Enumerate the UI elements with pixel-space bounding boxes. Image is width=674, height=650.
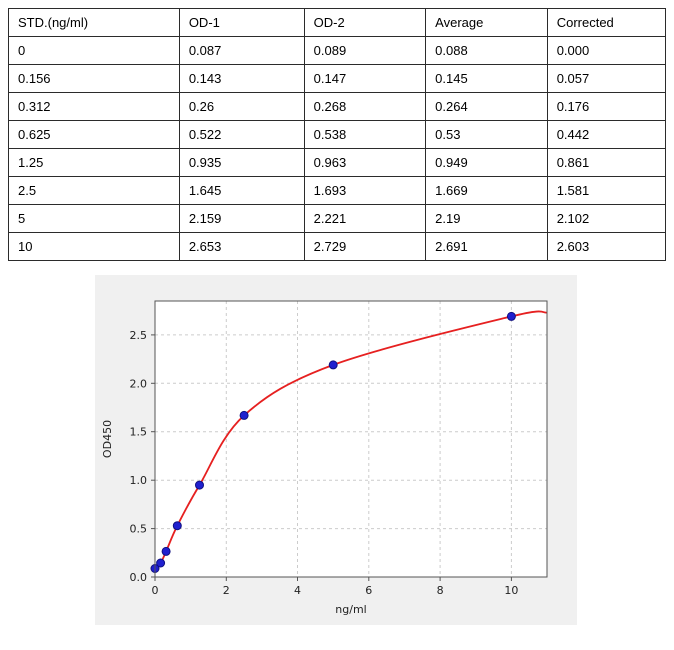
data-point (172, 521, 182, 531)
x-tick-label: 0 (152, 584, 159, 597)
table-cell: 10 (8, 232, 180, 261)
table-cell: 0.522 (178, 120, 305, 149)
table-cell: 2.729 (303, 232, 427, 261)
data-point (328, 360, 338, 370)
table-cell: 0.53 (425, 120, 548, 149)
table-cell: 2.19 (425, 204, 548, 233)
y-tick-label: 1.5 (130, 426, 148, 439)
table-cell: 0.935 (178, 148, 305, 177)
table-row: 5 2.159 2.221 2.19 2.102 (8, 204, 667, 233)
x-tick-label: 6 (365, 584, 372, 597)
y-tick-label: 0.0 (130, 571, 148, 584)
column-header: STD.(ng/ml) (8, 8, 180, 37)
column-header: Average (425, 8, 548, 37)
standard-curve-chart: 0 2 4 6 8 10 0.0 0.5 1.0 1.5 2.0 2.5 ng/ml OD450 (101, 300, 548, 616)
table-cell: 0.176 (546, 92, 667, 121)
table-cell: 1.581 (546, 176, 667, 205)
table-cell: 0.000 (546, 36, 667, 65)
table-cell: 0.088 (425, 36, 548, 65)
table-cell: 5 (8, 204, 180, 233)
y-tick-label: 2.0 (130, 377, 148, 390)
table-cell: 2.159 (178, 204, 305, 233)
table-cell: 0.145 (425, 64, 548, 93)
data-point (239, 410, 249, 420)
table-cell: 0.861 (546, 148, 667, 177)
table-cell: 2.603 (546, 232, 667, 261)
data-point (156, 558, 166, 568)
table-header-row: STD.(ng/ml) OD-1 OD-2 Average Corrected (8, 8, 667, 37)
data-point (161, 546, 171, 556)
table-row: 2.5 1.645 1.693 1.669 1.581 (8, 176, 667, 205)
x-tick-label: 4 (294, 584, 301, 597)
standard-curve-figure: 0 2 4 6 8 10 0.0 0.5 1.0 1.5 2.0 2.5 ng/ml OD450 (95, 275, 577, 625)
table-cell: 0.089 (303, 36, 427, 65)
x-axis-label: ng/ml (335, 603, 366, 616)
column-header: OD-1 (178, 8, 305, 37)
column-header: Corrected (546, 8, 667, 37)
y-tick-label: 0.5 (130, 523, 148, 536)
table-row: 10 2.653 2.729 2.691 2.603 (8, 232, 667, 261)
standard-data-table: STD.(ng/ml) OD-1 OD-2 Average Corrected 0 0.0… (8, 8, 667, 261)
table-row-header: STD.(ng/ml) OD-1 OD-2 Average Corrected (8, 8, 667, 37)
table-row: 0.312 0.26 0.268 0.264 0.176 (8, 92, 667, 121)
table-row: 0 0.087 0.089 0.088 0.000 (8, 36, 667, 65)
table-cell: 0.264 (425, 92, 548, 121)
x-tick-label: 8 (437, 584, 444, 597)
table-cell: 1.25 (8, 148, 180, 177)
table-cell: 0.442 (546, 120, 667, 149)
table-cell: 0.268 (303, 92, 427, 121)
table-cell: 0.26 (178, 92, 305, 121)
table-cell: 0.538 (303, 120, 427, 149)
table-cell: 0.625 (8, 120, 180, 149)
table-cell: 0.087 (178, 36, 305, 65)
table-cell: 0.949 (425, 148, 548, 177)
y-tick-label: 1.0 (130, 474, 148, 487)
table-cell: 2.653 (178, 232, 305, 261)
data-point (506, 311, 516, 321)
x-tick-label: 2 (223, 584, 230, 597)
plot-area (155, 301, 547, 577)
fit-curve (154, 310, 548, 570)
table-cell: 2.691 (425, 232, 548, 261)
table-row: 0.625 0.522 0.538 0.53 0.442 (8, 120, 667, 149)
table-row: 1.25 0.935 0.963 0.949 0.861 (8, 148, 667, 177)
y-axis-label: OD450 (101, 420, 114, 458)
table-cell: 0.963 (303, 148, 427, 177)
table-cell: 2.5 (8, 176, 180, 205)
x-tick-label: 10 (504, 584, 518, 597)
table-cell: 1.669 (425, 176, 548, 205)
table-cell: 1.693 (303, 176, 427, 205)
table-cell: 2.221 (303, 204, 427, 233)
standard-data-table-section: STD.(ng/ml) OD-1 OD-2 Average Corrected 0 0.0… (0, 0, 674, 261)
table-cell: 0 (8, 36, 180, 65)
table-cell: 0.057 (546, 64, 667, 93)
data-point (195, 480, 204, 490)
table-cell: 1.645 (178, 176, 305, 205)
table-cell: 0.147 (303, 64, 427, 93)
table-cell: 0.312 (8, 92, 180, 121)
table-row: 0.156 0.143 0.147 0.145 0.057 (8, 64, 667, 93)
table-body: 0 0.087 0.089 0.088 0.000 0.156 0.143 0.147 0.14… (8, 36, 667, 261)
table-cell: 2.102 (546, 204, 667, 233)
y-tick-label: 2.5 (130, 329, 148, 342)
table-cell: 0.143 (178, 64, 305, 93)
table-cell: 0.156 (8, 64, 180, 93)
plot-border (154, 300, 548, 578)
column-header: OD-2 (303, 8, 427, 37)
